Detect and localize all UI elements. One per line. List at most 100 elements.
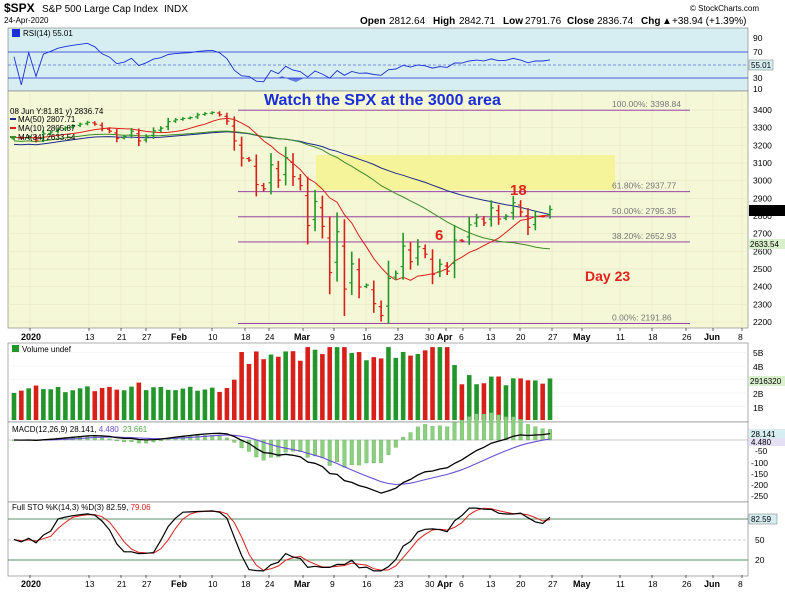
price-bar (430, 249, 436, 285)
macd-hist-bar (526, 424, 530, 441)
macd-signal-tag: 4.480 (751, 438, 772, 447)
resistance-highlight-zone (316, 155, 615, 190)
price-bar (128, 128, 134, 139)
volume-bar (312, 349, 318, 420)
macd-hist-bar (459, 419, 464, 441)
x-axis-bottom: 2020 13 21 27 Feb 10 18 24 Mar 9 16 23 30 Apr 6 13 20 27 M… (8, 575, 748, 590)
volume-bar (503, 385, 509, 420)
price-bar (341, 219, 347, 317)
macd-hist-bar (474, 413, 479, 441)
macd-hist-bar (423, 424, 428, 441)
ma-legend-text: MA(34) 2633.54 (18, 133, 76, 142)
x-tick-label: 8 (738, 332, 743, 342)
x-tick-label: 24 (265, 332, 275, 342)
macd-hist-bar (364, 439, 369, 464)
price-bar (246, 156, 252, 162)
price-bar (400, 232, 406, 280)
volume-bar (231, 379, 237, 420)
volume-bar (143, 390, 149, 420)
x-tick-label: 24 (265, 579, 275, 589)
macd-hist-bar (298, 439, 303, 452)
macd-hist-bar (357, 439, 362, 466)
price-bar (415, 239, 421, 266)
volume-bar (55, 386, 61, 420)
macd-hist-bar (511, 416, 516, 441)
price-bar (305, 176, 311, 245)
volume-bar (107, 386, 112, 420)
volume-label: Volume undef (22, 345, 72, 354)
price-bar (18, 136, 24, 140)
volume-bar (151, 387, 156, 420)
volume-bar (92, 391, 98, 420)
volume-bar (283, 351, 288, 420)
macd-hist-bar (481, 413, 486, 441)
price-bar (26, 134, 32, 140)
rsi-panel: RSI(14) 55.01 55.01 90 70 30 10 (7, 27, 774, 94)
price-bars (11, 111, 553, 324)
price-bar (55, 127, 61, 134)
rsi-legend-swatch (12, 29, 20, 37)
rsi-tick-90: 90 (753, 33, 763, 43)
volume-bar (518, 378, 523, 420)
macd-hist-bar (371, 439, 376, 464)
macd-hist-bar (393, 439, 398, 448)
price-bar (77, 122, 83, 128)
x-tick-label: May (573, 332, 591, 342)
ma34-tag: 2633.54 (750, 240, 779, 249)
symbol-label: $SPX (4, 1, 35, 15)
price-bar (496, 204, 502, 225)
volume-bar (474, 384, 479, 420)
price-bar (33, 135, 39, 143)
annotation-6: 6 (435, 227, 443, 244)
volume-bar (99, 387, 105, 420)
price-tick: 3400 (753, 105, 772, 115)
volume-bar (393, 357, 399, 420)
volume-bar (496, 376, 501, 420)
macd-hist-bar (195, 435, 200, 441)
x-tick-label: 2020 (21, 579, 41, 589)
rsi-value-tag: 55.01 (751, 61, 772, 70)
volume-bar (305, 347, 310, 420)
volume-bar (254, 351, 259, 420)
x-tick-label: 10 (208, 332, 218, 342)
x-tick-label: 21 (117, 332, 127, 342)
macd-hist-bar (349, 439, 354, 465)
rsi-label: RSI(14) 55.01 (23, 29, 73, 38)
macd-hist-bar (496, 414, 501, 441)
close-value: 2836.74 (597, 16, 634, 27)
price-bar (312, 189, 318, 232)
macd-tick-250: -250 (751, 491, 768, 501)
macd-hist-bar (276, 439, 281, 458)
volume-bar (165, 389, 171, 420)
x-tick-label: 13 (486, 332, 496, 342)
x-tick-label: 9 (330, 579, 335, 589)
macd-hist-bar (136, 439, 141, 444)
macd-hist-bar (320, 439, 325, 459)
sto-k-line (13, 507, 551, 572)
volume-bar (195, 390, 200, 420)
x-tick-label: 18 (241, 332, 251, 342)
x-tick-label: 16 (362, 332, 372, 342)
x-tick-label: 23 (394, 332, 404, 342)
x-axis-strip (8, 330, 748, 343)
volume-bar (276, 356, 281, 420)
price-tick: 2700 (753, 229, 772, 239)
x-tick-label: 18 (241, 579, 251, 589)
macd-hist-bar (305, 439, 310, 458)
macd-hist-bar (217, 435, 222, 441)
macd-panel: MACD(12,26,9) 28.141, 4.480 23.661 28.141… (7, 412, 785, 503)
volume-bar (466, 375, 472, 420)
price-bar (283, 146, 289, 186)
volume-bar (334, 347, 340, 420)
sto-panel-bg (7, 501, 749, 577)
volume-bar (378, 358, 384, 420)
volume-bar (180, 388, 186, 420)
volume-bar (202, 389, 208, 420)
volume-bar (246, 364, 252, 420)
macd-panel-bg (7, 421, 749, 503)
price-bar (173, 118, 179, 123)
x-tick-label: 16 (362, 579, 372, 589)
volume-bar (437, 347, 443, 420)
price-bar (136, 128, 142, 147)
volume-bar (525, 380, 531, 420)
